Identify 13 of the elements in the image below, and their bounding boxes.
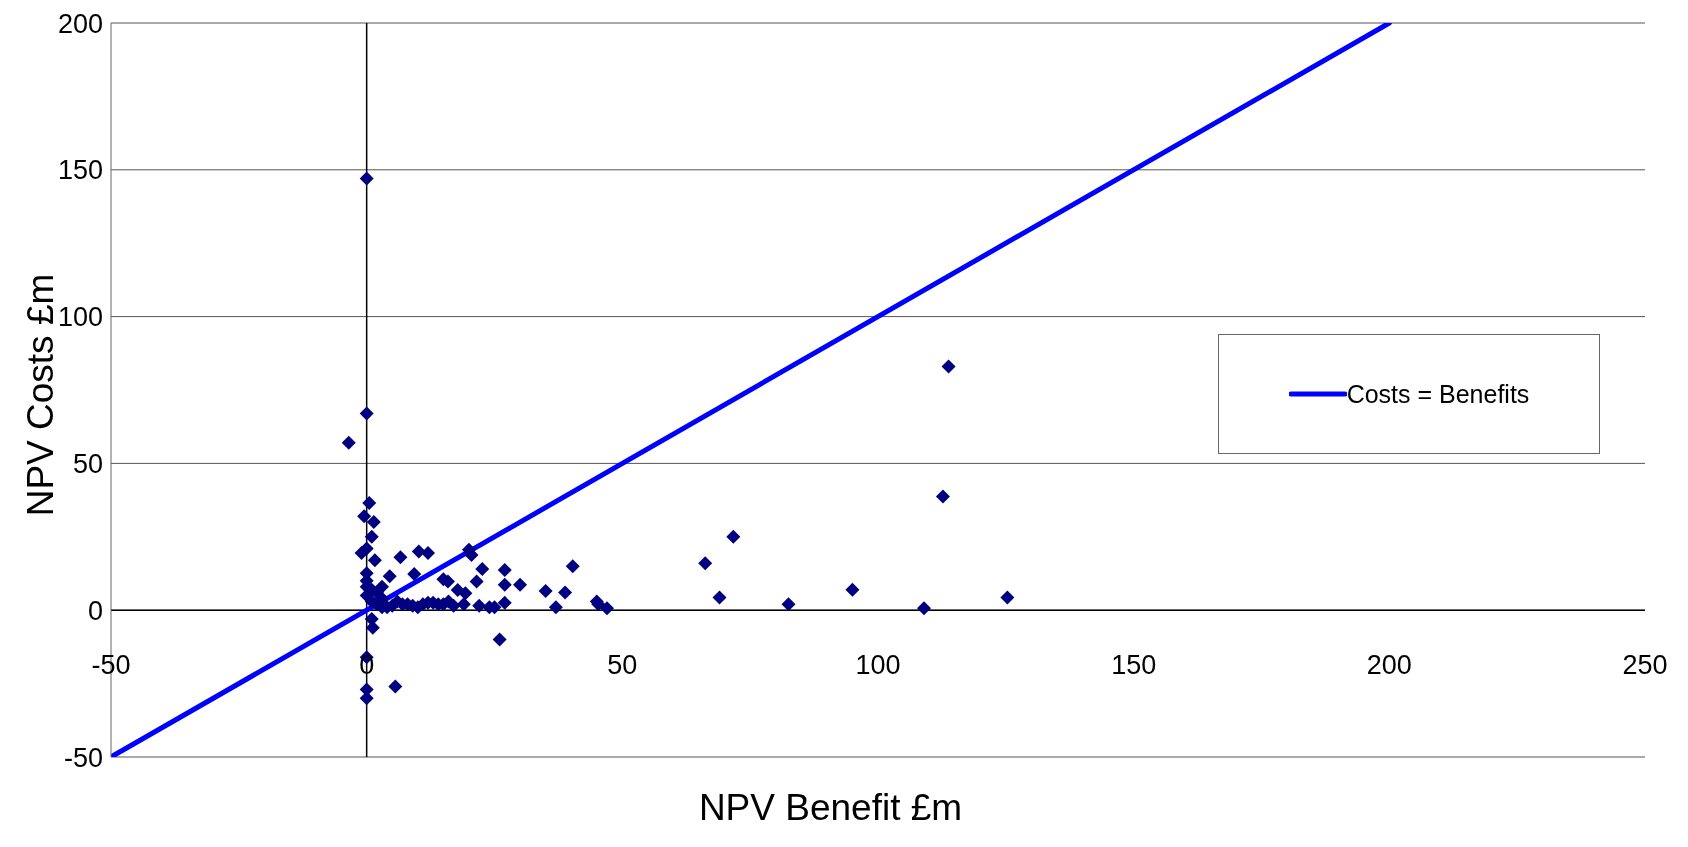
y-tick-label: -50 — [63, 742, 103, 773]
x-tick-label: 250 — [1622, 650, 1668, 681]
x-tick-label: 150 — [1111, 650, 1157, 681]
x-tick-label: -50 — [91, 650, 131, 681]
x-tick-label: 50 — [607, 650, 638, 681]
x-tick-label: 200 — [1366, 650, 1412, 681]
y-tick-label: 0 — [87, 595, 103, 626]
x-tick-label: 100 — [855, 650, 901, 681]
x-axis-title: NPV Benefit £m — [697, 787, 964, 829]
legend-label: Costs = Benefits — [1346, 379, 1530, 409]
y-tick-label: 150 — [57, 155, 103, 186]
y-tick-label: 200 — [57, 8, 103, 39]
y-tick-label: 50 — [72, 448, 103, 479]
